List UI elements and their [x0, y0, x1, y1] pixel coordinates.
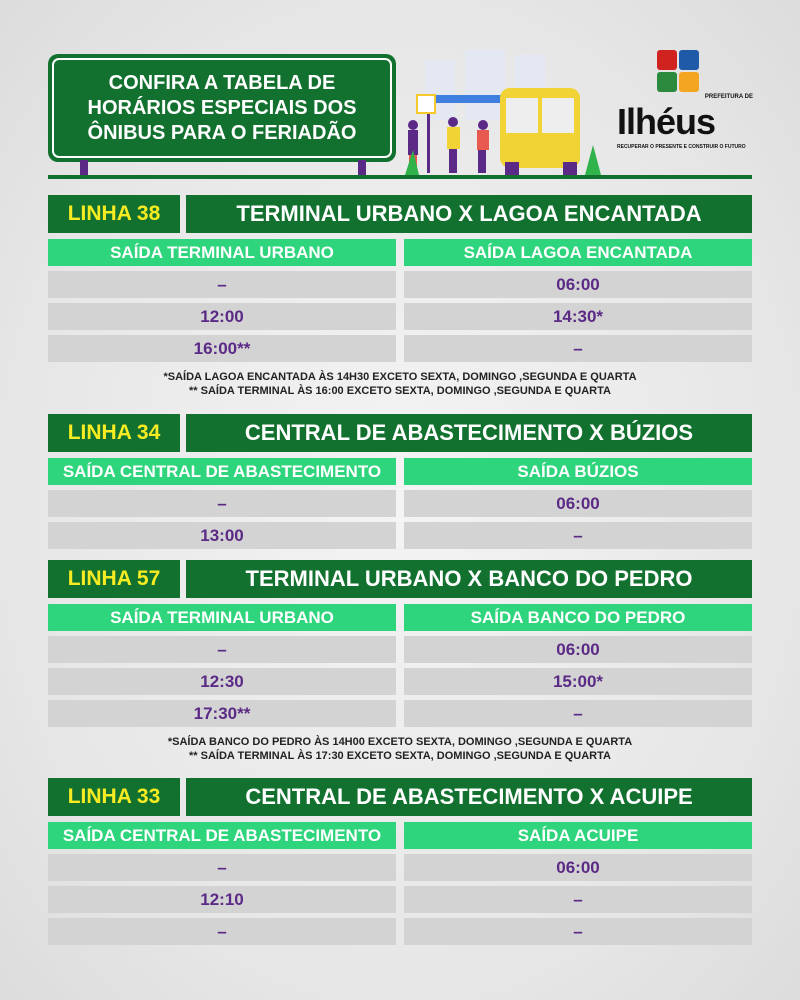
sign-post	[358, 160, 366, 176]
route-name: CENTRAL DE ABASTECIMENTO X BÚZIOS	[186, 414, 752, 452]
schedule-section: LINHA 34 CENTRAL DE ABASTECIMENTO X BÚZI…	[48, 414, 752, 549]
schedule-section: LINHA 33 CENTRAL DE ABASTECIMENTO X ACUI…	[48, 778, 752, 945]
time-cell: 15:00*	[404, 668, 752, 695]
time-cell: 17:30**	[48, 700, 396, 727]
divider	[48, 175, 752, 179]
table-row: 13:00 –	[48, 522, 752, 549]
time-cell: 16:00**	[48, 335, 396, 362]
footnote: *SAÍDA BANCO DO PEDRO ÀS 14H00 EXCETO SE…	[167, 736, 633, 748]
time-cell: –	[48, 918, 396, 945]
title-sign: CONFIRA A TABELA DE HORÁRIOS ESPECIAIS D…	[48, 54, 396, 162]
table-row: – 06:00	[48, 636, 752, 663]
line-number: LINHA 33	[48, 778, 180, 816]
time-cell: –	[48, 271, 396, 298]
table-row: – 06:00	[48, 490, 752, 517]
table-row: – 06:00	[48, 271, 752, 298]
logo-square	[679, 72, 699, 92]
time-cell: 06:00	[404, 636, 752, 663]
column-header-left: SAÍDA TERMINAL URBANO	[48, 604, 396, 631]
sign-post	[80, 160, 88, 176]
time-cell: –	[404, 886, 752, 913]
footnote: *SAÍDA LAGOA ENCANTADA ÀS 14H30 EXCETO S…	[163, 371, 637, 383]
section-header: LINHA 57 TERMINAL URBANO X BANCO DO PEDR…	[48, 560, 752, 598]
column-headers: SAÍDA TERMINAL URBANO SAÍDA LAGOA ENCANT…	[48, 239, 752, 266]
column-header-right: SAÍDA ACUIPE	[404, 822, 752, 849]
route-name: TERMINAL URBANO X LAGOA ENCANTADA	[186, 195, 752, 233]
time-cell: 06:00	[404, 271, 752, 298]
logo-square	[657, 50, 677, 70]
logo-square	[657, 72, 677, 92]
section-header: LINHA 38 TERMINAL URBANO X LAGOA ENCANTA…	[48, 195, 752, 233]
logo-prefix: PREFEITURA DE	[704, 94, 753, 100]
footnotes: *SAÍDA LAGOA ENCANTADA ÀS 14H30 EXCETO S…	[48, 370, 752, 398]
time-cell: –	[404, 700, 752, 727]
column-headers: SAÍDA TERMINAL URBANO SAÍDA BANCO DO PED…	[48, 604, 752, 631]
time-cell: 06:00	[404, 490, 752, 517]
schedule-section: LINHA 57 TERMINAL URBANO X BANCO DO PEDR…	[48, 560, 752, 763]
footnote: ** SAÍDA TERMINAL ÀS 17:30 EXCETO SEXTA,…	[189, 750, 611, 762]
footnotes: *SAÍDA BANCO DO PEDRO ÀS 14H00 EXCETO SE…	[48, 735, 752, 763]
time-cell: –	[48, 854, 396, 881]
time-cell: –	[48, 636, 396, 663]
table-row: 12:00 14:30*	[48, 303, 752, 330]
section-header: LINHA 34 CENTRAL DE ABASTECIMENTO X BÚZI…	[48, 414, 752, 452]
route-name: CENTRAL DE ABASTECIMENTO X ACUIPE	[186, 778, 752, 816]
column-header-right: SAÍDA LAGOA ENCANTADA	[404, 239, 752, 266]
time-cell: 12:10	[48, 886, 396, 913]
time-cell: 14:30*	[404, 303, 752, 330]
line-number: LINHA 57	[48, 560, 180, 598]
table-row: 16:00** –	[48, 335, 752, 362]
line-number: LINHA 38	[48, 195, 180, 233]
footnote: ** SAÍDA TERMINAL ÀS 16:00 EXCETO SEXTA,…	[189, 385, 611, 397]
time-cell: –	[48, 490, 396, 517]
prefeitura-logo: PREFEITURA DE Ilhéus RECUPERAR O PRESENT…	[615, 50, 765, 165]
table-row: 12:10 –	[48, 886, 752, 913]
schedule-section: LINHA 38 TERMINAL URBANO X LAGOA ENCANTA…	[48, 195, 752, 398]
time-cell: 13:00	[48, 522, 396, 549]
time-cell: 06:00	[404, 854, 752, 881]
table-row: 17:30** –	[48, 700, 752, 727]
logo-slogan: RECUPERAR O PRESENTE E CONSTRUIR O FUTUR…	[617, 144, 746, 150]
logo-name: Ilhéus	[617, 101, 716, 142]
column-header-right: SAÍDA BANCO DO PEDRO	[404, 604, 752, 631]
column-header-right: SAÍDA BÚZIOS	[404, 458, 752, 485]
time-cell: –	[404, 522, 752, 549]
route-name: TERMINAL URBANO X BANCO DO PEDRO	[186, 560, 752, 598]
page-title: CONFIRA A TABELA DE HORÁRIOS ESPECIAIS D…	[52, 58, 392, 158]
time-cell: 12:00	[48, 303, 396, 330]
column-header-left: SAÍDA CENTRAL DE ABASTECIMENTO	[48, 458, 396, 485]
table-row: – 06:00	[48, 854, 752, 881]
column-headers: SAÍDA CENTRAL DE ABASTECIMENTO SAÍDA ACU…	[48, 822, 752, 849]
time-cell: –	[404, 918, 752, 945]
time-cell: –	[404, 335, 752, 362]
column-header-left: SAÍDA TERMINAL URBANO	[48, 239, 396, 266]
bus-stop-illustration	[405, 50, 601, 175]
logo-square	[679, 50, 699, 70]
column-header-left: SAÍDA CENTRAL DE ABASTECIMENTO	[48, 822, 396, 849]
time-cell: 12:30	[48, 668, 396, 695]
section-header: LINHA 33 CENTRAL DE ABASTECIMENTO X ACUI…	[48, 778, 752, 816]
table-row: 12:30 15:00*	[48, 668, 752, 695]
column-headers: SAÍDA CENTRAL DE ABASTECIMENTO SAÍDA BÚZ…	[48, 458, 752, 485]
line-number: LINHA 34	[48, 414, 180, 452]
table-row: – –	[48, 918, 752, 945]
